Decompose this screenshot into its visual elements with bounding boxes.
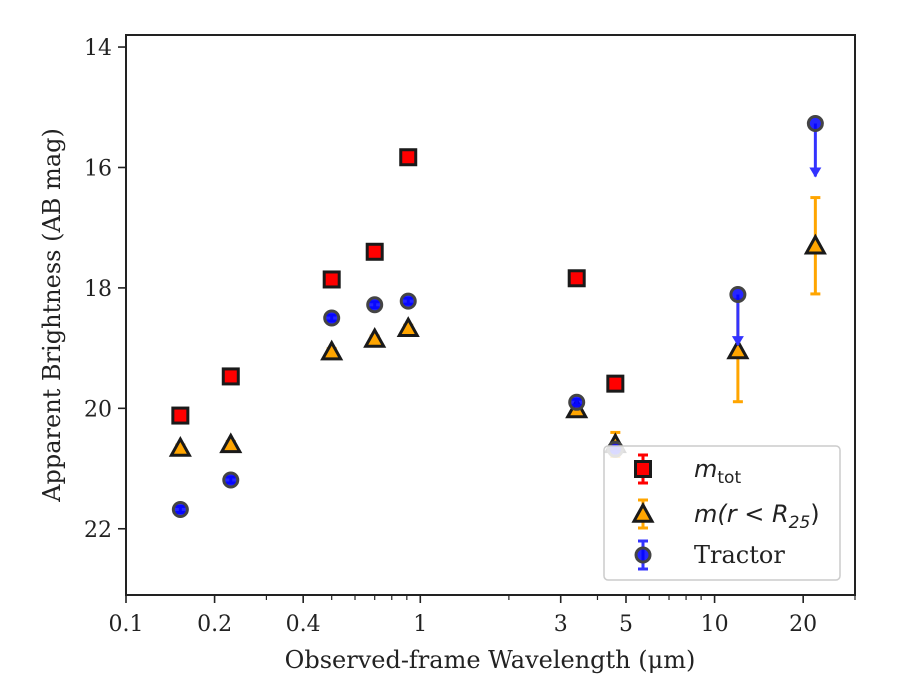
upper-limit-arrow: [731, 336, 744, 347]
legend-marker: [631, 501, 655, 523]
data-point: [806, 115, 824, 133]
data-point: [323, 309, 341, 327]
data-point: [803, 233, 827, 255]
data-point: [219, 432, 243, 454]
x-tick-label: 0.4: [286, 612, 321, 637]
data-point: [568, 393, 586, 411]
data-point: [171, 406, 190, 425]
data-point: [399, 292, 417, 310]
x-tick-label: 3: [554, 612, 568, 637]
plot-area: [125, 34, 856, 596]
data-point: [729, 286, 747, 304]
legend-entry: Tractor: [634, 539, 785, 571]
y-tick-label: 18: [84, 277, 112, 302]
data-point: [567, 269, 586, 288]
x-axis-label: Observed-frame Wavelength (μm): [285, 646, 696, 674]
legend-label: m(r < R25): [694, 500, 820, 533]
x-tick-label: 20: [789, 612, 817, 637]
legend-marker: [634, 460, 652, 478]
data-point: [221, 367, 240, 386]
legend-box: [603, 445, 841, 581]
data-point: [168, 435, 192, 457]
data-marks: [168, 115, 827, 518]
data-point: [363, 326, 387, 348]
legend-marker: [634, 546, 652, 564]
data-point: [171, 500, 189, 518]
data-point: [366, 296, 384, 314]
x-tick-label: 10: [701, 612, 729, 637]
legend-entry: m(r < R25): [631, 498, 820, 533]
data-point: [606, 374, 625, 393]
data-point: [320, 339, 344, 361]
x-tick-label: 0.1: [109, 612, 144, 637]
series-circle: [171, 115, 824, 518]
data-point: [396, 316, 420, 337]
upper-limit-arrow: [809, 167, 822, 178]
data-point: [399, 148, 418, 167]
data-point: [726, 338, 750, 360]
x-tick-label: 1: [413, 612, 427, 637]
legend-label: Tractor: [694, 541, 785, 569]
series-square: [171, 148, 625, 425]
legend: mtot m(r < R25) Tractor: [603, 445, 841, 581]
y-tick-label: 14: [84, 36, 112, 61]
y-tick-label: 16: [84, 156, 112, 181]
y-tick-label: 20: [84, 397, 112, 422]
data-point: [222, 471, 240, 489]
x-tick-label: 0.2: [197, 612, 232, 637]
legend-label: mtot: [694, 455, 741, 488]
x-tick-label: 5: [619, 612, 633, 637]
y-axis-label: Apparent Brightness (AB mag): [38, 128, 66, 503]
y-tick-label: 22: [84, 518, 112, 543]
data-point: [365, 242, 384, 261]
legend-entry: mtot: [634, 453, 741, 488]
axis-ticks: 0.1 0.2 0.4 1 3 5 10 20 14 16 18 20 22: [84, 36, 856, 637]
data-point: [322, 270, 341, 289]
